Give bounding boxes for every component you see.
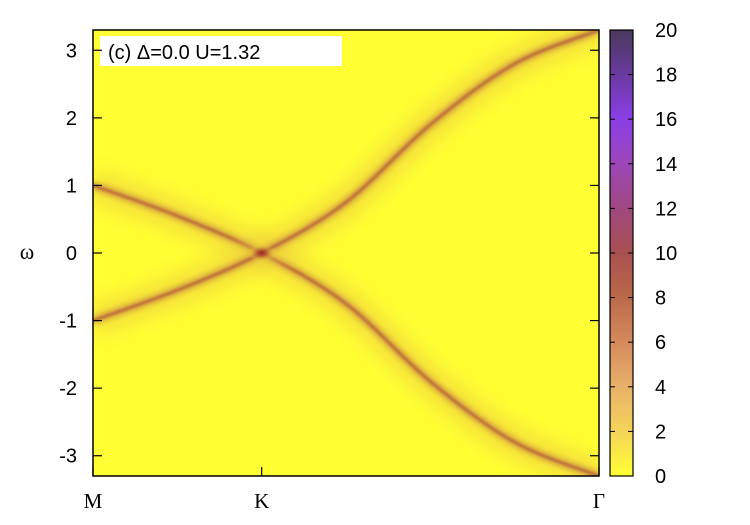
y-tick-label: -1 xyxy=(59,311,77,333)
y-tick-label: 1 xyxy=(66,175,77,197)
x-tick-label: Γ xyxy=(593,489,605,513)
colorbar-tick-label: 4 xyxy=(655,377,666,399)
spectral-bands xyxy=(93,30,599,476)
colorbar-tick-label: 8 xyxy=(655,288,666,310)
y-tick-label: -2 xyxy=(59,378,77,400)
colorbar-tick-label: 12 xyxy=(655,198,677,220)
colorbar-tick-label: 18 xyxy=(655,65,677,87)
plot-area xyxy=(93,30,599,476)
y-tick-label: 2 xyxy=(66,108,77,130)
title-background xyxy=(100,36,342,66)
band-line xyxy=(93,30,599,322)
colorbar-tick-label: 14 xyxy=(655,154,677,176)
colorbar-tick-label: 2 xyxy=(655,421,666,443)
colorbar-tick-label: 6 xyxy=(655,332,666,354)
colorbar-tick-label: 0 xyxy=(655,466,666,488)
colorbar-tick-label: 16 xyxy=(655,109,677,131)
y-tick-label: 0 xyxy=(66,243,77,265)
dirac-point xyxy=(247,244,276,262)
x-tick-label: K xyxy=(254,489,269,513)
chart-title: (c) Δ=0.0 U=1.32 xyxy=(108,42,260,64)
y-axis: 3 2 1 0 -1 -2 -3 xyxy=(59,40,599,468)
colorbar-tick-label: 20 xyxy=(655,20,677,42)
colorbar-axis: 0 2 4 6 8 10 12 14 16 18 20 xyxy=(610,20,677,488)
y-tick-label: -3 xyxy=(59,446,77,468)
colorbar-tick-label: 10 xyxy=(655,243,677,265)
x-tick-label: M xyxy=(84,489,103,513)
y-tick-label: 3 xyxy=(66,40,77,62)
y-axis-label: ω xyxy=(20,239,34,264)
band-line xyxy=(93,184,599,476)
